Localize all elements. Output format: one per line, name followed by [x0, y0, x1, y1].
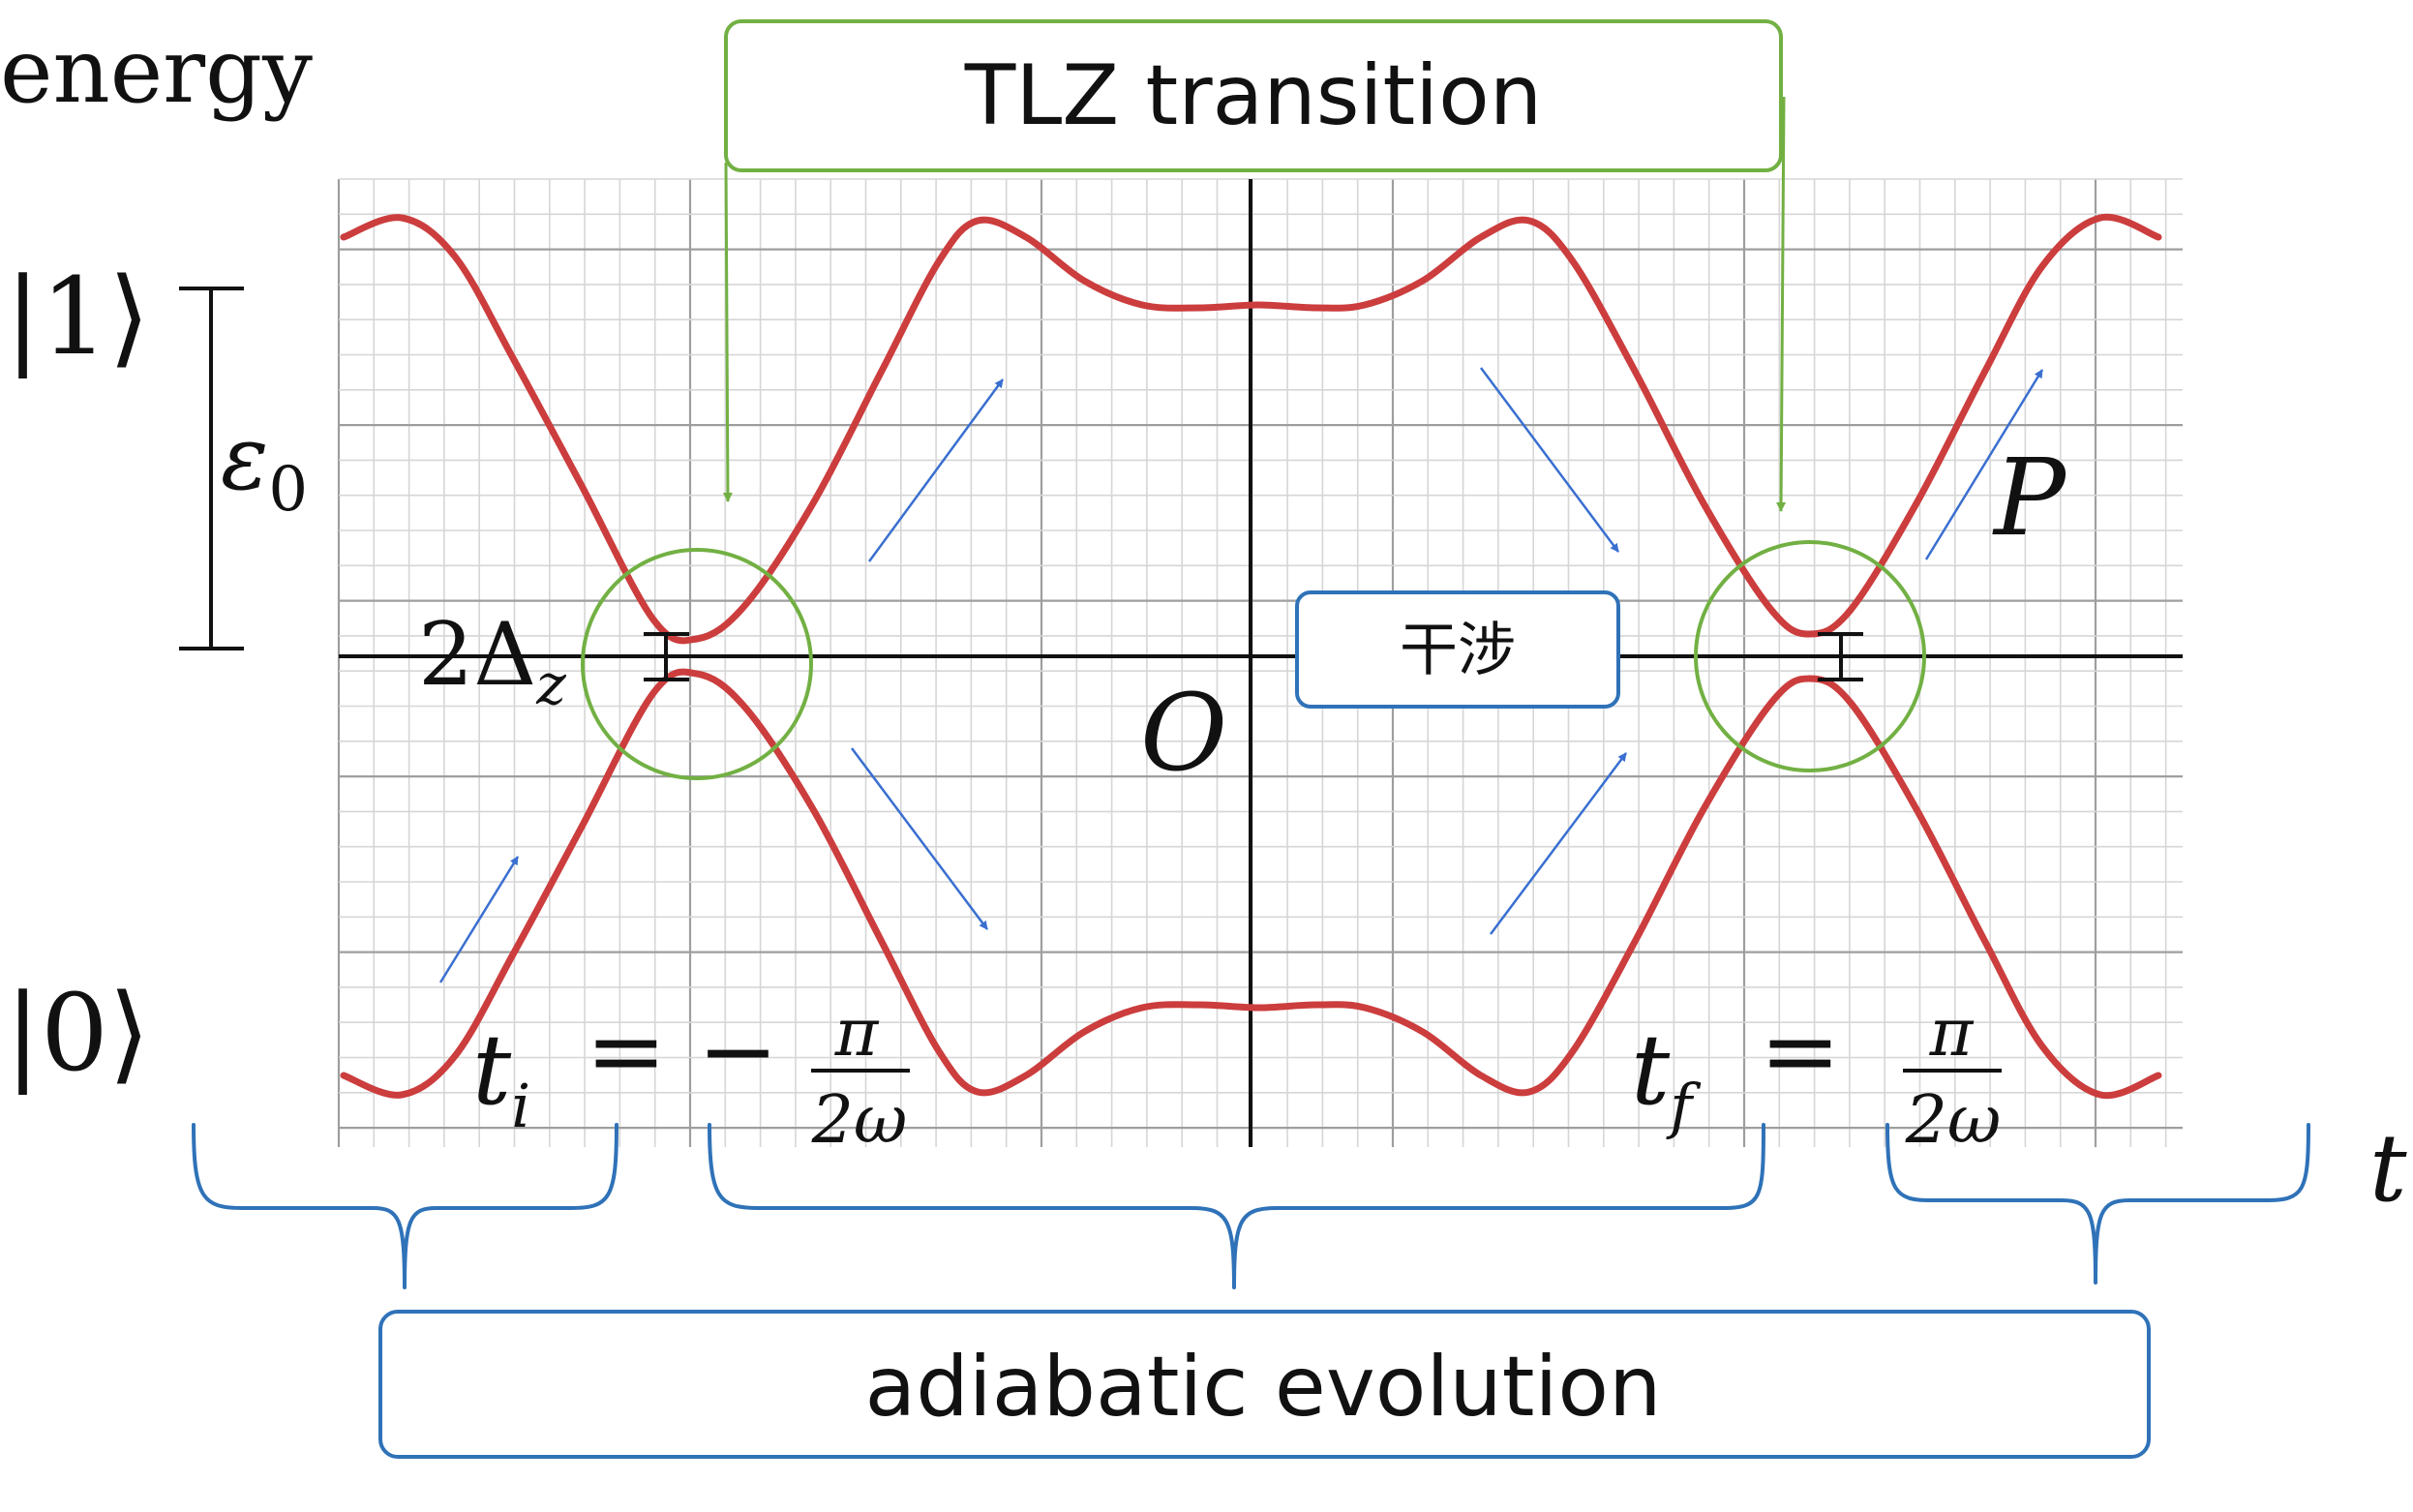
svg-text:tf: tf — [1631, 1013, 1702, 1141]
epsilon-zero-label: ε0 — [221, 407, 308, 526]
svg-text:= −: = − — [586, 994, 778, 1107]
svg-text:=: = — [1760, 994, 1841, 1107]
tlz-arrow-left — [726, 163, 728, 501]
svg-text:π: π — [834, 995, 880, 1072]
interference-label: 干涉 — [1400, 617, 1516, 684]
svg-text:π: π — [1929, 995, 1975, 1072]
probability-label: P — [1992, 436, 2067, 559]
gap-label: 2Δz — [418, 604, 566, 717]
state-one-label: |1⟩ — [5, 255, 150, 378]
arrow-lower-rising — [1491, 753, 1626, 934]
brace-left — [194, 1125, 617, 1287]
final-time-label: tf = π 2ω — [1631, 994, 2002, 1159]
svg-text:2ω: 2ω — [811, 1082, 908, 1159]
svg-text:2ω: 2ω — [1905, 1082, 2002, 1159]
origin-label: O — [1140, 671, 1227, 795]
time-axis-label: t — [2369, 1114, 2407, 1223]
tlz-transition-label: TLZ transition — [964, 47, 1542, 144]
state-zero-label: |0⟩ — [5, 971, 150, 1095]
svg-text:ti: ti — [472, 1013, 530, 1141]
adiabatic-evolution-label: adiabatic evolution — [865, 1339, 1662, 1436]
energy-axis-label: energy — [0, 19, 313, 123]
avoided-crossing-circle-left — [583, 550, 811, 778]
